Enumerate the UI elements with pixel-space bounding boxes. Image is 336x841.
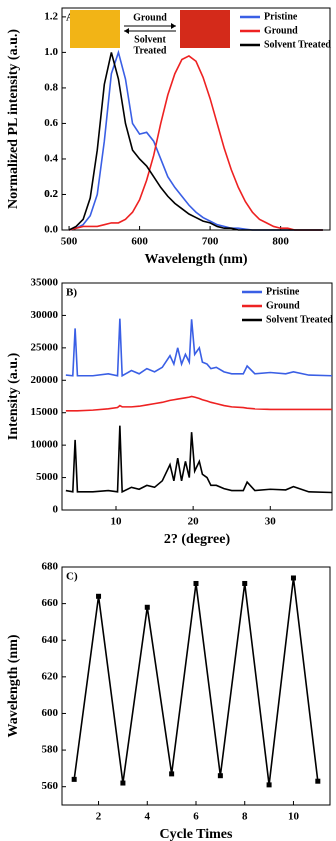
x-tick-label: 700 [202, 236, 219, 248]
marker [169, 771, 175, 777]
x-tick-label: 500 [61, 236, 78, 248]
legend-label: Ground [266, 300, 300, 311]
marker [217, 773, 223, 779]
y-tick-label: 20000 [31, 374, 59, 386]
y-tick-label: 640 [42, 634, 59, 646]
y-tick-label: 620 [42, 670, 59, 682]
x-axis-title: 2? (degree) [164, 532, 231, 547]
marker [71, 776, 77, 782]
x-tick-label: 2 [96, 811, 102, 823]
legend-label: Pristine [266, 286, 300, 297]
y-tick-label: 580 [42, 744, 59, 756]
marker [120, 780, 126, 786]
y-tick-label: 1.0 [44, 46, 58, 58]
y-tick-label: 680 [42, 561, 59, 573]
annotation: Treated [134, 45, 167, 56]
marker [144, 604, 150, 610]
marker [193, 580, 199, 586]
y-tick-label: 0.2 [44, 188, 58, 200]
y-tick-label: 560 [42, 780, 59, 792]
x-tick-label: 6 [193, 811, 199, 823]
arrow-head [171, 23, 176, 29]
series-line [65, 318, 333, 378]
panel-label: C) [66, 571, 78, 583]
series-line [65, 425, 333, 494]
y-tick-label: 0.8 [44, 81, 58, 93]
x-tick-label: 10 [111, 516, 123, 528]
y-tick-label: 0.6 [44, 117, 58, 129]
series-line [68, 55, 323, 231]
marker [315, 778, 321, 784]
marker [266, 782, 272, 788]
y-tick-label: 1.2 [44, 10, 58, 22]
x-tick-label: 8 [242, 811, 248, 823]
x-tick-label: 800 [272, 236, 289, 248]
marker [242, 580, 248, 586]
x-axis-title: Cycle Times [160, 827, 234, 841]
y-tick-label: 30000 [31, 309, 59, 321]
y-tick-label: 600 [42, 707, 59, 719]
marker [290, 575, 296, 581]
y-tick-label: 0.2 [44, 188, 58, 200]
panel-label: B) [66, 287, 77, 299]
legend-label: Solvent Treated [264, 39, 331, 50]
y-tick-label: 25000 [31, 341, 59, 353]
series-line [68, 52, 323, 231]
annotation: Ground [133, 12, 167, 23]
plot-frame [61, 7, 331, 231]
legend-label: Solvent Treated [266, 314, 333, 325]
y-axis-title: Wavelength (nm) [6, 634, 21, 737]
y-tick-label: 5000 [36, 471, 59, 483]
y-tick-label: 0.0 [44, 224, 58, 236]
plot-frame [61, 282, 333, 511]
inset-image [180, 10, 230, 48]
series-line [73, 577, 319, 785]
inset-image [70, 10, 120, 48]
x-tick-label: 600 [131, 236, 148, 248]
y-tick-label: 0 [53, 504, 59, 516]
x-tick-label: 30 [265, 516, 277, 528]
marker [96, 593, 102, 599]
y-tick-label: 35000 [31, 277, 59, 289]
legend-label: Ground [264, 25, 298, 36]
y-axis-title: Intensity (a.u.) [6, 352, 21, 440]
series-line [68, 49, 323, 231]
y-tick-label: 660 [42, 597, 59, 609]
x-tick-label: 10 [288, 811, 300, 823]
y-tick-label: 10000 [31, 439, 59, 451]
x-axis-title: Wavelength (nm) [144, 252, 247, 267]
x-tick-label: 20 [188, 516, 200, 528]
legend-label: Pristine [264, 11, 298, 22]
y-tick-label: 15000 [31, 406, 59, 418]
y-tick-label: 0.4 [44, 152, 58, 164]
arrow-head [124, 28, 129, 34]
y-axis-title: Normalized PL intensity (a.u.) [6, 29, 21, 209]
x-tick-label: 4 [145, 811, 151, 823]
series-line [65, 395, 332, 412]
annotation: Solvent [134, 34, 166, 45]
